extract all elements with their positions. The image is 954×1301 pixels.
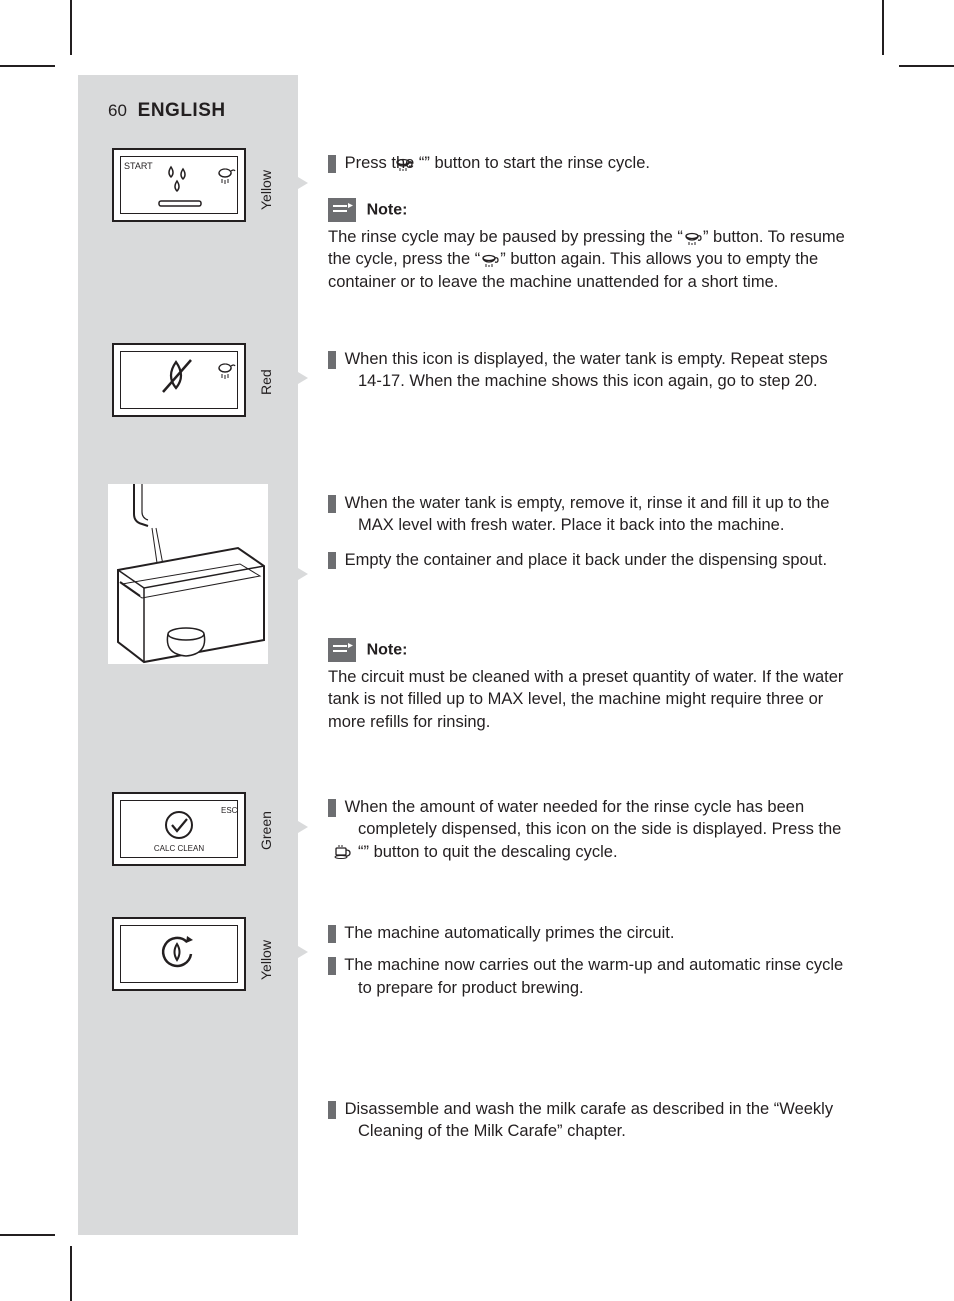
calc-clean-text: CALC CLEAN (154, 844, 204, 853)
step-number: 19 (328, 351, 336, 369)
step-number: 25 (328, 1101, 336, 1119)
step-23-24-block: 23 The machine automatically primes the … (328, 922, 848, 1009)
page-number: 60 (108, 101, 127, 120)
crop-mark (0, 65, 55, 67)
crop-mark (882, 0, 884, 55)
step-18: 18 Press the “” button to start the rins… (328, 152, 848, 174)
note-label: Note: (367, 641, 408, 658)
note-icon (328, 638, 356, 662)
step-text: When the water tank is empty, remove it,… (345, 494, 830, 534)
display-start-svg: START (121, 157, 239, 215)
step-text: Empty the container and place it back un… (345, 551, 827, 569)
note-icon (328, 198, 356, 222)
pointer-notch (298, 946, 308, 958)
note-text: The rinse cycle may be paused by pressin… (328, 228, 683, 246)
page: 60 ENGLISH START (0, 0, 954, 1301)
pointer-notch (298, 177, 308, 189)
step-24: 24 The machine now carries out the warm-… (328, 954, 848, 999)
step-20: 20 When the water tank is empty, remove … (328, 492, 848, 537)
step-number: 21 (328, 552, 336, 570)
step-number: 20 (328, 495, 336, 513)
pointer-notch (298, 372, 308, 384)
step-text: The machine automatically primes the cir… (344, 924, 674, 942)
page-header: 60 ENGLISH (108, 100, 226, 122)
display-inner: START (120, 156, 238, 214)
step-text: Disassemble and wash the milk carafe as … (345, 1100, 834, 1140)
step-number: 23 (328, 925, 336, 943)
calc-clean-svg: ESC CALC CLEAN (121, 801, 239, 859)
step-22: 22 When the amount of water needed for t… (328, 796, 848, 863)
display-inner (120, 925, 238, 983)
cup-steam-icon (683, 231, 703, 245)
tank-empty-svg (121, 352, 239, 410)
display-calc-clean: ESC CALC CLEAN (112, 792, 246, 866)
display-tank-empty (112, 343, 246, 417)
display-inner: ESC CALC CLEAN (120, 800, 238, 858)
crop-mark (0, 1234, 55, 1236)
display-inner (120, 351, 238, 409)
note-header: Note: (328, 198, 848, 222)
language-label: ENGLISH (138, 100, 226, 121)
warmup-svg (121, 926, 239, 984)
crop-mark (70, 1246, 72, 1301)
step-text: When this icon is displayed, the water t… (345, 350, 828, 390)
start-text: START (124, 161, 153, 171)
color-label-yellow: Yellow (258, 170, 274, 210)
illus-water-tank (108, 484, 268, 664)
water-tank-svg (108, 484, 268, 664)
step-number: 22 (328, 799, 336, 817)
step-number: 18 (328, 155, 336, 173)
display-warmup (112, 917, 246, 991)
note-body: The rinse cycle may be paused by pressin… (328, 226, 848, 293)
step-25: 25 Disassemble and wash the milk carafe … (328, 1098, 848, 1143)
step-text: ” button to quit the descaling cycle. (364, 843, 618, 861)
note-header: Note: (328, 638, 848, 662)
note-2-block: Note: The circuit must be cleaned with a… (328, 638, 848, 733)
note-1-block: Note: The rinse cycle may be paused by p… (328, 198, 848, 293)
note-body: The circuit must be cleaned with a prese… (328, 666, 848, 733)
step-number: 24 (328, 957, 336, 975)
step-22-block: 22 When the amount of water needed for t… (328, 796, 848, 873)
step-25-block: 25 Disassemble and wash the milk carafe … (328, 1098, 848, 1153)
color-label-yellow-2: Yellow (258, 940, 274, 980)
pointer-notch (298, 821, 308, 833)
esc-text: ESC (221, 806, 238, 815)
step-text: The machine now carries out the warm-up … (344, 956, 843, 996)
cup-steam-icon (480, 253, 500, 267)
step-23: 23 The machine automatically primes the … (328, 922, 848, 944)
step-19: 19 When this icon is displayed, the wate… (328, 348, 848, 393)
note-label: Note: (367, 201, 408, 218)
step-20-21-block: 20 When the water tank is empty, remove … (328, 492, 848, 581)
step-18-block: 18 Press the “” button to start the rins… (328, 152, 848, 184)
color-label-red: Red (258, 369, 274, 395)
step-21: 21 Empty the container and place it back… (328, 549, 848, 571)
display-start-rinse: START (112, 148, 246, 222)
pointer-notch (298, 568, 308, 580)
crop-mark (899, 65, 954, 67)
step-19-block: 19 When this icon is displayed, the wate… (328, 348, 848, 403)
step-text: ” button to start the rinse cycle. (424, 154, 650, 172)
crop-mark (70, 0, 72, 55)
color-label-green: Green (258, 811, 274, 850)
